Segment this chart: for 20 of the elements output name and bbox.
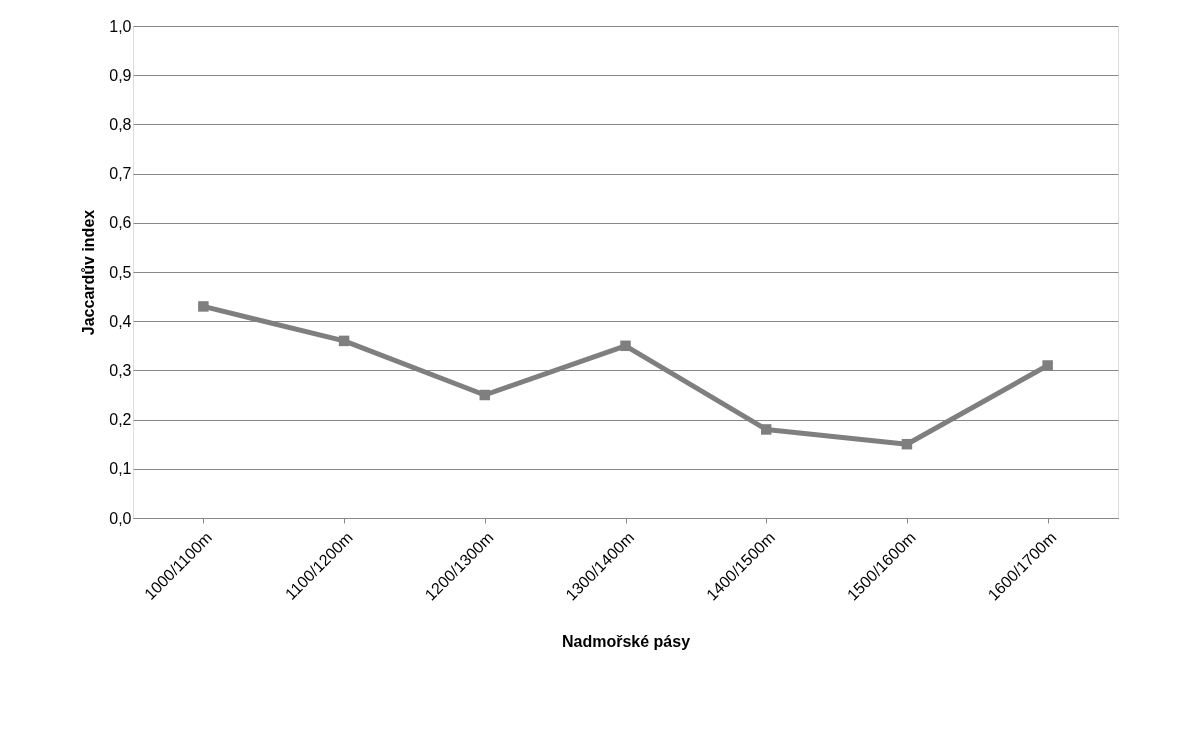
point xyxy=(1042,360,1053,371)
y-axis-title: Jaccardův index xyxy=(80,209,98,336)
y-tick-label: 0,0 xyxy=(109,509,132,527)
point xyxy=(760,424,772,435)
point xyxy=(198,301,209,312)
y-tick-label: 0,8 xyxy=(109,115,132,133)
y-tick-label: 0,3 xyxy=(109,361,132,379)
point xyxy=(338,335,350,347)
x-axis-title: Nadmořské pásy xyxy=(561,632,691,650)
y-tick-label: 0,6 xyxy=(109,214,132,232)
y-tick-label: 1,0 xyxy=(109,17,132,35)
point xyxy=(901,438,913,450)
y-tick-label: 0,2 xyxy=(109,411,132,429)
point xyxy=(620,340,631,352)
y-tick-label: 0,1 xyxy=(109,460,132,478)
point xyxy=(479,389,491,401)
y-tick-label: 0,4 xyxy=(109,312,132,330)
y-tick-label: 0,9 xyxy=(109,66,132,84)
y-tick-label: 0,5 xyxy=(109,263,132,281)
y-tick-label: 0,7 xyxy=(109,165,132,183)
